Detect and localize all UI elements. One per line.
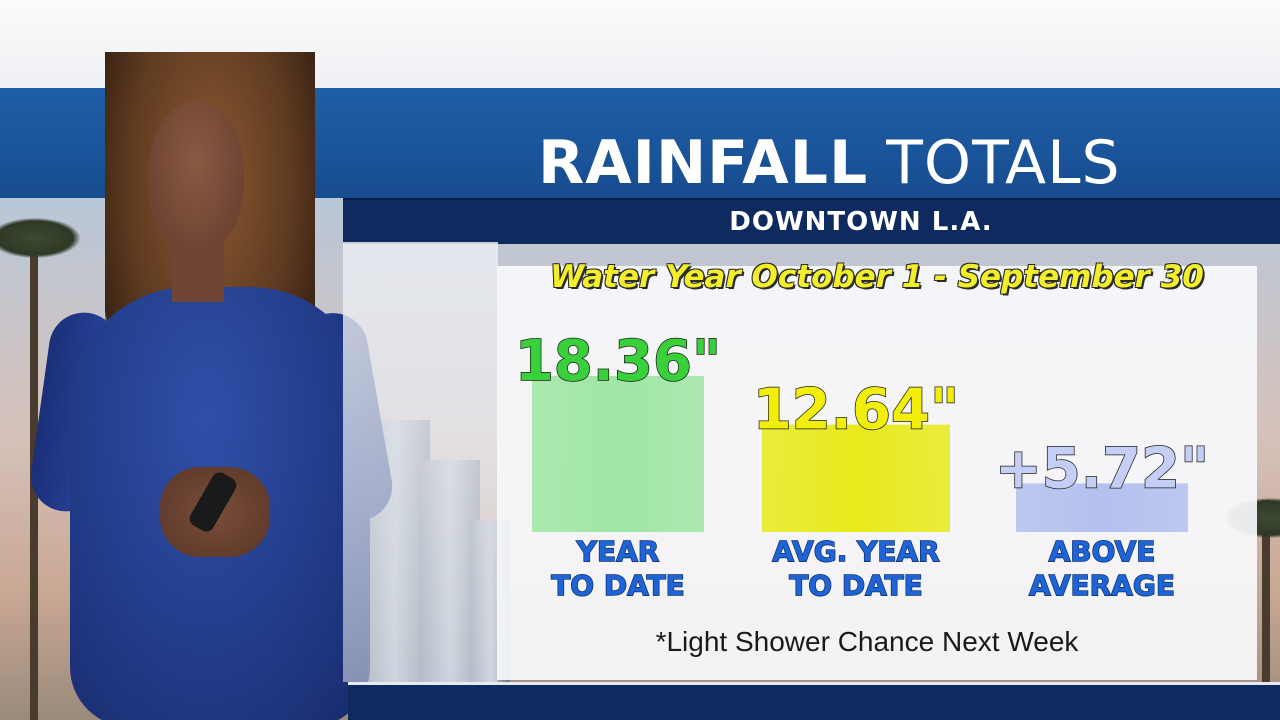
bar-2 (762, 424, 950, 532)
bar-value-label-2: 12.64" (753, 378, 959, 443)
bar-3 (1016, 483, 1188, 532)
palm-tree-trunk (1262, 500, 1270, 720)
bottom-bar (348, 682, 1280, 720)
graphic-title: RAINFALL TOTALS (538, 128, 1198, 198)
water-year-period: Water Year October 1 - September 30 (550, 259, 1204, 295)
category-label-3-line-2: AVERAGE (1029, 569, 1175, 602)
bar-1 (532, 376, 704, 532)
location-bar: DOWNTOWN L.A. (343, 198, 1280, 244)
category-label-2-line-2: TO DATE (789, 569, 923, 602)
location-label: DOWNTOWN L.A. (729, 207, 993, 237)
category-label-2-line-1: AVG. YEAR (772, 535, 939, 568)
footnote: *Light Shower Chance Next Week (655, 626, 1079, 657)
category-label-1-line-2: TO DATE (551, 569, 685, 602)
category-label-3-line-1: ABOVE (1049, 535, 1156, 568)
title-light-word: TOTALS (886, 128, 1121, 198)
title-bold-word: RAINFALL (538, 128, 869, 198)
palm-tree-fronds (0, 218, 80, 258)
bar-value-label-3: +5.72" (995, 436, 1209, 501)
bar-value-label-1: 18.36" (515, 329, 721, 394)
presenter-neck (172, 242, 224, 302)
presenter-face (148, 102, 244, 252)
panel-shade (343, 242, 498, 682)
presenter (26, 52, 400, 720)
category-label-1-line-1: YEAR (576, 535, 660, 568)
